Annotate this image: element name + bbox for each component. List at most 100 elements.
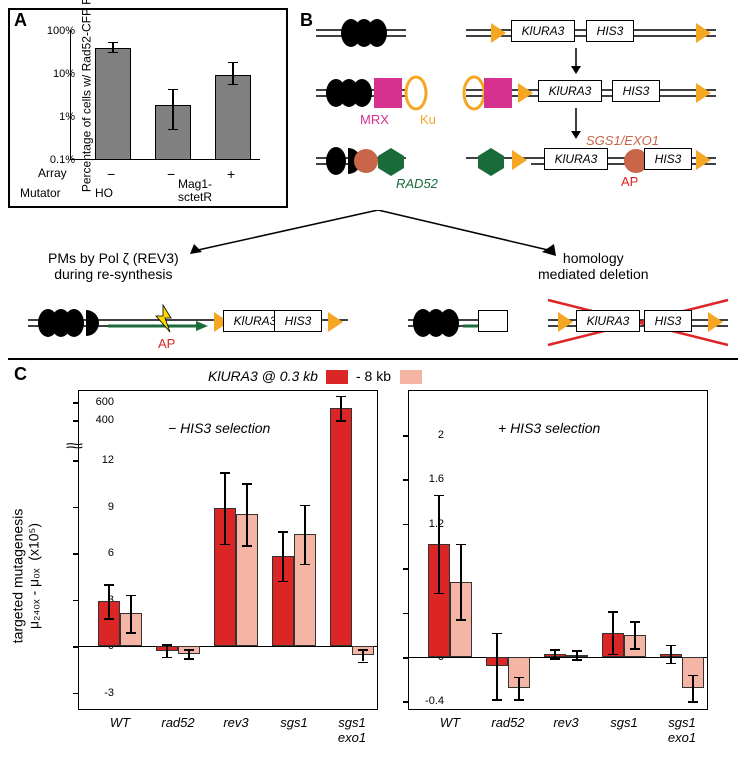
gene-box-sm [478, 310, 508, 332]
err-cap [492, 699, 502, 701]
mutator-mag1: Mag1- sctetR [178, 178, 212, 204]
err-cap [572, 650, 582, 652]
err-bar-c [460, 544, 462, 619]
tick [73, 600, 78, 602]
err-bar-c [362, 649, 364, 661]
xlabel-c: sgs1 exo1 [655, 715, 709, 745]
ap-label-2: AP [158, 336, 175, 351]
err-bar-c [438, 495, 440, 593]
legend-item-2: - 8 kb [356, 368, 391, 384]
ytick-c: 600 [96, 396, 114, 408]
err-cap [358, 662, 368, 664]
tick [73, 402, 78, 404]
err-cap [688, 701, 698, 703]
ytick-c: 2 [438, 429, 444, 441]
err-cap [104, 618, 114, 620]
err-cap [336, 396, 346, 398]
sgs1exo1-label: SGS1/EXO1 [586, 133, 659, 148]
right-path-label: homology mediated deletion [538, 250, 649, 282]
err-bar-c [108, 584, 110, 618]
err-cap [666, 645, 676, 647]
err-bar-c [246, 483, 248, 545]
err-cap [492, 633, 502, 635]
err-cap [358, 649, 368, 651]
err-bar-c [692, 675, 694, 702]
tick [73, 507, 78, 509]
array-label: Array [38, 166, 67, 180]
chart-c-right-frame [408, 390, 708, 710]
ytick: 1% [59, 111, 75, 123]
err-bar-c [304, 505, 306, 564]
ytick: 10% [53, 68, 75, 80]
gene-his3-2: HIS3 [612, 80, 660, 102]
err-cap [550, 649, 560, 651]
err-cap [162, 644, 172, 646]
err-bar-c [670, 645, 672, 663]
error-cap [228, 62, 238, 64]
tick [73, 420, 78, 422]
chart-c-right: + HIS3 selection -0.400.40.81.21.62WTrad… [408, 390, 746, 730]
err-cap [514, 699, 524, 701]
err-cap [300, 505, 310, 507]
ytick-c: -3 [104, 687, 114, 699]
err-bar-c [496, 633, 498, 700]
err-bar-c [166, 644, 168, 656]
ytick-c: 6 [108, 547, 114, 559]
err-cap [278, 531, 288, 533]
err-cap [514, 677, 524, 679]
tick [403, 524, 408, 526]
gene-his3-3: HIS3 [644, 148, 692, 170]
rad52-label: RAD52 [396, 176, 438, 191]
err-cap [184, 658, 194, 660]
err-cap [608, 654, 618, 656]
gene-klura3-1: KlURA3 [511, 20, 575, 42]
error-cap [168, 89, 178, 91]
right-title: + HIS3 selection [498, 420, 600, 436]
ytick-c: 1.6 [429, 473, 444, 485]
ytick-c: 1.2 [429, 518, 444, 530]
err-cap [434, 495, 444, 497]
err-cap [242, 483, 252, 485]
err-cap [126, 595, 136, 597]
xlabel-c: rev3 [209, 715, 263, 730]
ytick-c: -0.4 [425, 695, 444, 707]
gene-klura3-3: KlURA3 [544, 148, 608, 170]
ytick-c: 9 [108, 501, 114, 513]
mutator-label: Mutator [20, 186, 61, 200]
panel-c-ylabel: targeted mutagenesis μ₂₄₀ₓ - μ₀ₓ (x10⁵) [9, 509, 41, 644]
gene-klura3-2: KlURA3 [538, 80, 602, 102]
tick [403, 701, 408, 703]
error-cap [108, 42, 118, 44]
panel-a-bar [95, 48, 131, 160]
array-val: + [227, 166, 235, 182]
err-cap [572, 659, 582, 661]
err-cap [220, 544, 230, 546]
legend-swatch-2 [400, 370, 422, 384]
err-cap [126, 632, 136, 634]
xlabel-c: sgs1 [267, 715, 321, 730]
legend-swatch-1 [326, 370, 348, 384]
tick [403, 568, 408, 570]
xlabel-c: WT [423, 715, 477, 730]
xlabel-c: WT [93, 715, 147, 730]
tick [403, 613, 408, 615]
err-cap [336, 420, 346, 422]
error-bar [232, 63, 234, 85]
chart-c-left: − HIS3 selection -3036912400600≈WTrad52r… [78, 390, 418, 730]
ytick-c: 12 [102, 454, 114, 466]
ytick-c: 400 [96, 414, 114, 426]
panel-a-bar [215, 75, 251, 160]
err-bar-c [130, 595, 132, 632]
tick [73, 460, 78, 462]
xlabel-c: sgs1 exo1 [325, 715, 379, 745]
err-bar-c [634, 621, 636, 648]
err-cap [162, 657, 172, 659]
err-bar-c [224, 472, 226, 543]
chart-a-plot: 0.1%1%10%100% [70, 30, 270, 160]
err-cap [688, 675, 698, 677]
err-cap [608, 611, 618, 613]
err-bar-c [518, 677, 520, 699]
panel-a: Percentage of cells w/ Rad52-CFP Foci 0.… [8, 8, 288, 208]
ku-label: Ku [420, 112, 436, 127]
xlabel-c: rad52 [481, 715, 535, 730]
